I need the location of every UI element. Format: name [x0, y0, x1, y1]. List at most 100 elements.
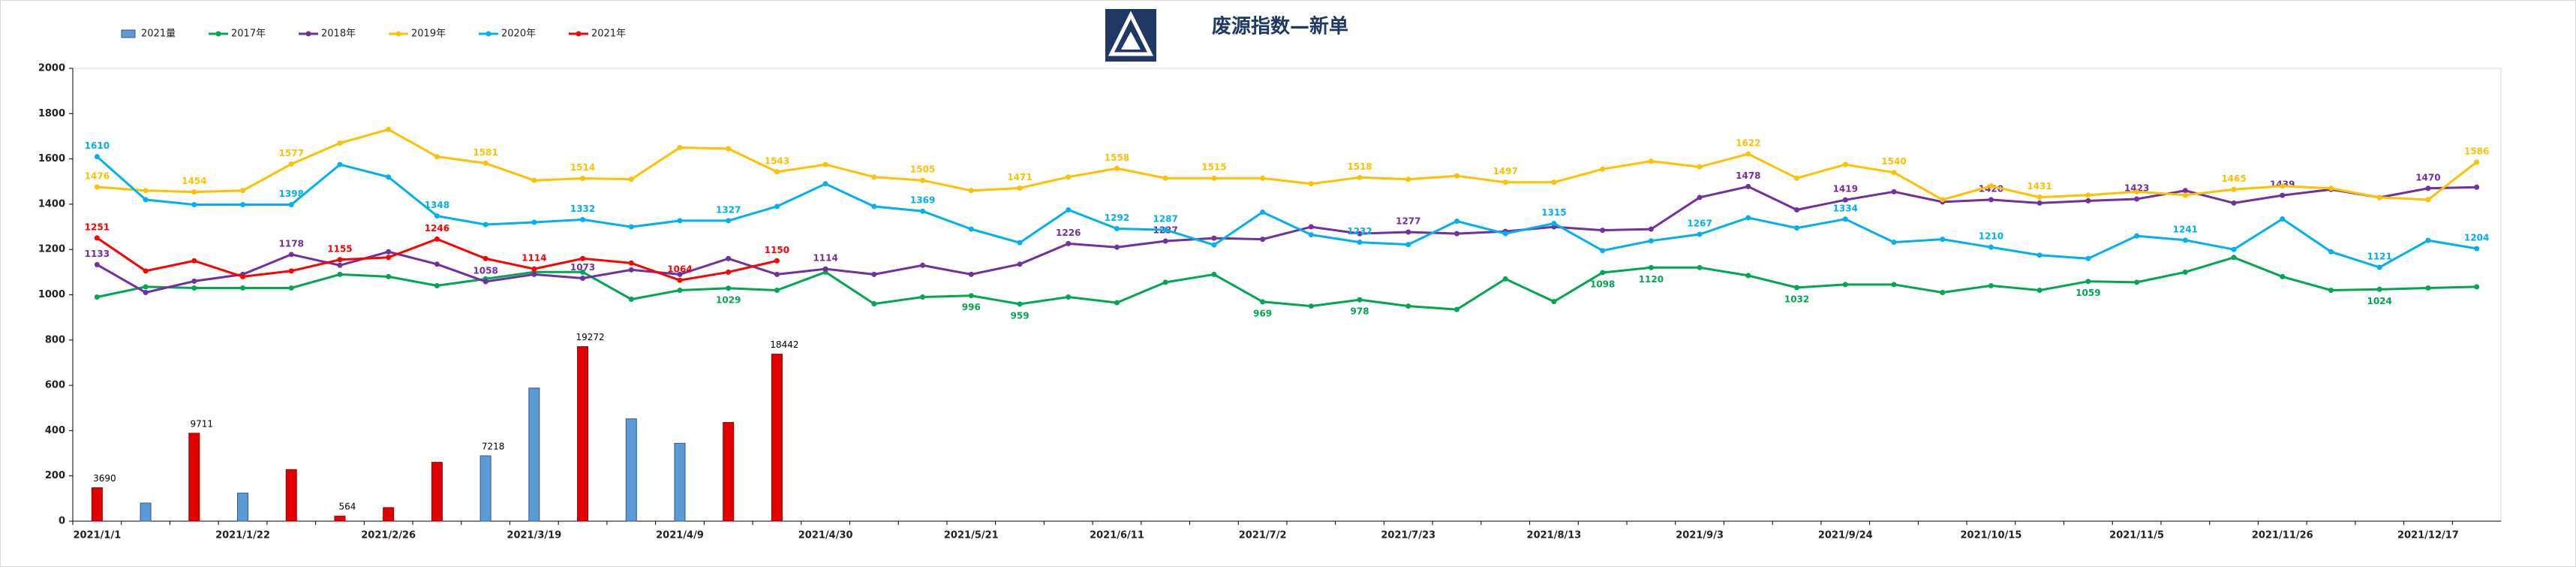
point [628, 224, 634, 230]
point [1600, 248, 1606, 254]
legend-label: 2021量 [141, 29, 176, 40]
y-tick-label: 2000 [38, 63, 65, 74]
bar [431, 462, 443, 522]
point [774, 169, 780, 175]
point [1600, 270, 1606, 276]
point [1211, 235, 1217, 241]
point [1842, 197, 1848, 203]
point [191, 258, 197, 264]
data-label: 1622 [1736, 137, 1760, 148]
point [1260, 299, 1266, 305]
point [482, 279, 488, 285]
point [2474, 159, 2480, 165]
data-label: 19272 [576, 332, 604, 342]
point [1940, 237, 1946, 243]
data-label: 1032 [1784, 294, 1809, 304]
point [580, 275, 586, 281]
data-label: 1478 [1736, 170, 1760, 181]
point [1114, 165, 1120, 171]
point [2085, 192, 2091, 198]
point [2474, 184, 2480, 190]
point [1454, 231, 1460, 237]
point [1502, 231, 1508, 237]
point [822, 266, 828, 272]
bar [674, 442, 686, 522]
data-label: 1232 [1347, 226, 1372, 237]
point [434, 213, 440, 219]
point [1017, 301, 1023, 307]
point [920, 208, 926, 214]
point [1600, 228, 1606, 234]
point [386, 255, 392, 261]
point [2425, 237, 2431, 243]
point [1066, 294, 1072, 300]
data-label: 1287 [1153, 213, 1177, 224]
point [386, 174, 392, 180]
data-label: 1423 [2124, 182, 2149, 193]
data-label: 1348 [425, 200, 449, 210]
x-tick-label: 2021/9/3 [1676, 530, 1724, 541]
x-tick-label: 2021/9/24 [1818, 530, 1873, 541]
point [2231, 200, 2237, 206]
point [774, 271, 780, 277]
data-label: 1332 [570, 204, 595, 214]
point [2036, 252, 2042, 258]
point [2376, 195, 2382, 201]
point [2425, 185, 2431, 192]
point [1745, 183, 1751, 189]
point [337, 140, 343, 146]
data-label: 1586 [2464, 146, 2489, 156]
data-label: 1518 [1347, 161, 1372, 172]
point [1211, 175, 1217, 181]
x-tick-label: 2021/5/21 [944, 530, 999, 541]
point [968, 271, 974, 277]
point [288, 285, 294, 291]
data-label: 1114 [522, 253, 546, 264]
point [1066, 207, 1072, 213]
point [2134, 188, 2140, 195]
point [2134, 196, 2140, 202]
point [2036, 200, 2042, 206]
point [2280, 183, 2286, 189]
point [337, 271, 343, 277]
point [580, 176, 586, 182]
point [2474, 246, 2480, 252]
data-label: 1024 [2367, 296, 2391, 306]
point [774, 258, 780, 264]
legend-label: 2020年 [501, 29, 536, 40]
point [434, 236, 440, 242]
data-label: 1064 [667, 264, 692, 275]
point [1842, 282, 1848, 288]
y-tick-label: 1800 [38, 108, 65, 119]
x-tick-label: 2021/1/1 [73, 530, 121, 541]
point [1357, 174, 1363, 180]
bar [285, 469, 297, 522]
point [531, 271, 537, 277]
point [1745, 273, 1751, 279]
point [677, 145, 683, 151]
point [2474, 284, 2480, 290]
point [288, 268, 294, 274]
line [97, 256, 2477, 311]
point [871, 174, 877, 180]
point [774, 287, 780, 293]
legend-swatch [395, 31, 401, 37]
bar [577, 346, 589, 522]
data-label: 1246 [425, 223, 449, 234]
data-label: 1505 [910, 164, 935, 175]
x-tick-label: 2021/1/22 [215, 530, 270, 541]
point [1405, 242, 1411, 248]
legend-label: 2018年 [321, 29, 356, 40]
legend-label: 2017年 [231, 29, 266, 40]
y-tick-label: 800 [45, 334, 65, 345]
point [2231, 255, 2237, 261]
point [1260, 237, 1266, 243]
point [628, 176, 634, 182]
point [1891, 170, 1897, 176]
point [871, 204, 877, 210]
data-label: 1292 [1105, 213, 1129, 223]
data-label: 1029 [716, 294, 741, 305]
line [96, 185, 2477, 294]
point [386, 273, 392, 279]
data-label: 1540 [1881, 156, 1906, 167]
